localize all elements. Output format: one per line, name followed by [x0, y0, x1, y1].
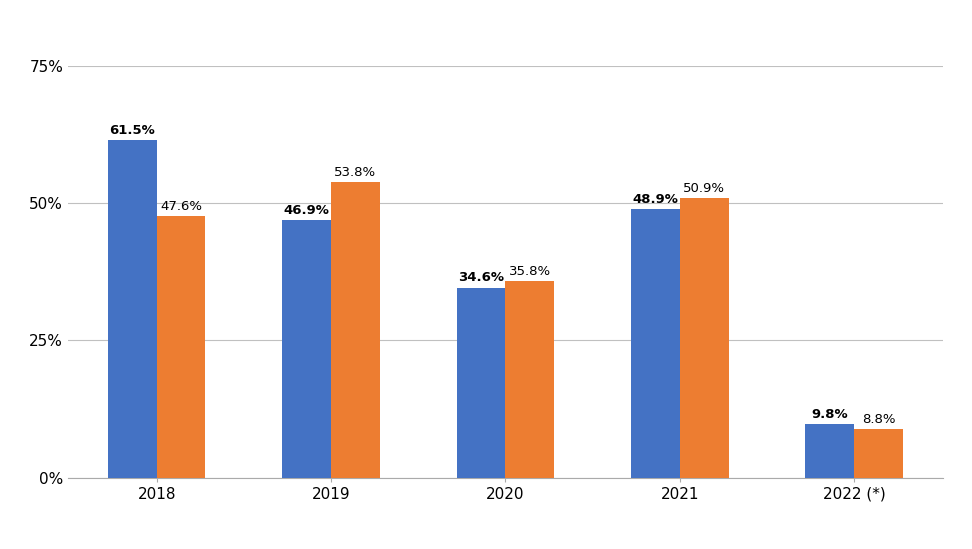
- Text: 61.5%: 61.5%: [109, 124, 156, 137]
- Text: 53.8%: 53.8%: [334, 166, 376, 179]
- Bar: [854, 429, 903, 478]
- Bar: [505, 281, 554, 478]
- Text: 34.6%: 34.6%: [458, 271, 504, 284]
- Text: 47.6%: 47.6%: [160, 200, 202, 213]
- Bar: [156, 216, 205, 478]
- Bar: [806, 424, 854, 478]
- Bar: [282, 220, 331, 478]
- Bar: [108, 140, 156, 478]
- Text: 35.8%: 35.8%: [508, 265, 551, 278]
- Legend: FADEEAC, IPC minorista: FADEEAC, IPC minorista: [372, 547, 639, 549]
- Text: 46.9%: 46.9%: [284, 204, 330, 217]
- Bar: [679, 198, 729, 478]
- Text: 50.9%: 50.9%: [683, 182, 725, 195]
- Bar: [631, 209, 679, 478]
- Bar: [457, 288, 505, 478]
- Text: 48.9%: 48.9%: [633, 193, 678, 206]
- Bar: [331, 182, 380, 478]
- Text: 8.8%: 8.8%: [862, 413, 895, 426]
- Text: 9.8%: 9.8%: [812, 407, 849, 421]
